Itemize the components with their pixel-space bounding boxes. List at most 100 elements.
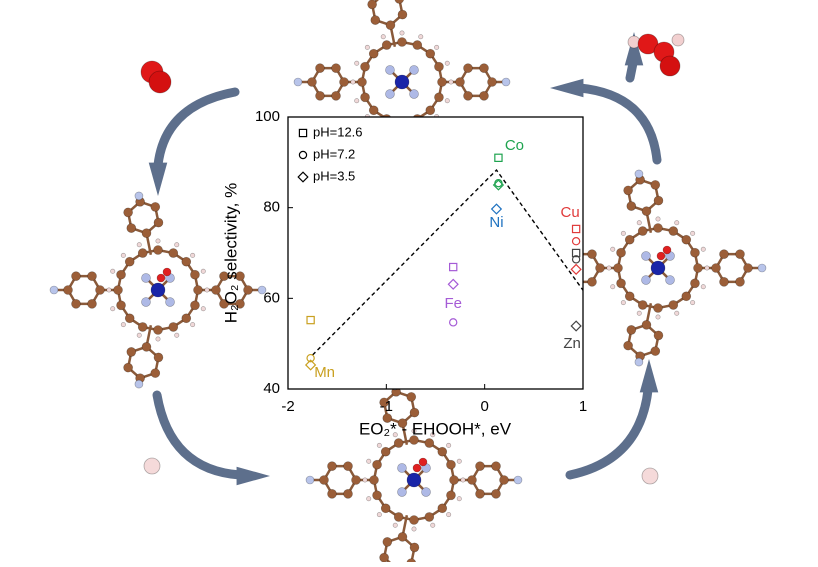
- atom: [190, 300, 200, 311]
- atom: [113, 285, 123, 295]
- atom: [595, 263, 605, 273]
- atom: [141, 273, 151, 283]
- atom: [456, 496, 462, 502]
- molecule-atom: [143, 457, 161, 475]
- atom: [327, 461, 337, 471]
- atom: [700, 246, 706, 252]
- atom: [626, 201, 637, 211]
- atom: [409, 65, 419, 75]
- atom: [499, 475, 509, 485]
- atom: [153, 217, 164, 228]
- atom: [380, 446, 391, 457]
- atom: [434, 61, 444, 72]
- atom: [339, 77, 349, 87]
- atom: [343, 461, 353, 471]
- marker-diamond: [570, 320, 582, 332]
- atom: [367, 0, 377, 10]
- atom: [381, 40, 392, 50]
- atom: [637, 300, 648, 310]
- atom: [624, 291, 635, 302]
- atom: [641, 251, 651, 261]
- arrow-head: [236, 466, 270, 486]
- atom: [446, 442, 452, 448]
- atom: [681, 291, 692, 302]
- atom: [116, 269, 126, 280]
- series-label: Mn: [314, 364, 335, 381]
- atom: [181, 256, 192, 267]
- atom: [331, 63, 341, 73]
- atom: [434, 92, 444, 103]
- x-tick-label: 1: [579, 398, 587, 415]
- marker-circle: [571, 237, 581, 246]
- atom: [370, 15, 381, 25]
- atom: [397, 463, 407, 473]
- y-axis-label: H₂O₂ selectivity, %: [221, 183, 240, 323]
- atom: [394, 0, 404, 4]
- atom: [743, 263, 753, 273]
- atom: [181, 313, 192, 324]
- atom: [331, 91, 341, 101]
- atom: [653, 303, 663, 313]
- atom: [392, 522, 398, 528]
- atom: [616, 247, 626, 258]
- atom: [120, 322, 126, 328]
- atom: [613, 263, 623, 273]
- atom: [700, 284, 706, 290]
- atom: [305, 475, 315, 485]
- arrow-head: [639, 359, 659, 393]
- atom: [665, 275, 675, 285]
- atom: [444, 98, 450, 104]
- atom: [354, 98, 360, 104]
- atom: [397, 37, 407, 47]
- atom: [368, 105, 379, 116]
- atom: [513, 475, 523, 485]
- atom: [120, 252, 126, 258]
- series-label: Fe: [444, 295, 462, 312]
- legend-label: pH=12.6: [313, 124, 363, 139]
- atom: [668, 300, 679, 310]
- atom: [411, 428, 417, 434]
- atom: [406, 558, 417, 567]
- legend-label: pH=3.5: [313, 168, 355, 183]
- atom: [610, 246, 616, 252]
- atom: [620, 300, 626, 306]
- atom: [655, 216, 661, 222]
- atom: [719, 249, 729, 259]
- atom: [693, 263, 703, 273]
- atom: [190, 322, 196, 328]
- molecule-atom: [148, 70, 172, 94]
- atom: [293, 77, 303, 87]
- atom: [430, 432, 436, 438]
- legend-label: pH=7.2: [313, 146, 355, 161]
- cycle-arrow: [575, 83, 662, 165]
- atom: [587, 249, 597, 259]
- atom: [653, 195, 664, 206]
- atom: [137, 322, 148, 332]
- atom: [636, 310, 642, 316]
- atom: [87, 271, 97, 281]
- y-tick-label: 40: [263, 380, 280, 397]
- atom: [681, 234, 692, 245]
- atom: [674, 220, 680, 226]
- atom: [412, 40, 423, 50]
- atom: [455, 77, 465, 87]
- atom: [372, 490, 382, 501]
- marker-square: [571, 248, 581, 258]
- atom: [463, 91, 473, 101]
- marker-diamond: [297, 171, 309, 183]
- atom: [174, 332, 180, 338]
- atom: [385, 20, 396, 30]
- atom: [153, 245, 163, 255]
- atom: [156, 273, 166, 283]
- atom: [382, 537, 393, 547]
- atom: [479, 91, 489, 101]
- atom: [653, 223, 663, 233]
- atom: [134, 379, 144, 389]
- molecule-atom: [659, 55, 681, 77]
- marker-circle: [306, 353, 315, 363]
- atom: [385, 65, 395, 75]
- atom: [126, 223, 137, 233]
- atom: [674, 310, 680, 316]
- marker-square: [449, 262, 458, 272]
- atom: [397, 418, 408, 428]
